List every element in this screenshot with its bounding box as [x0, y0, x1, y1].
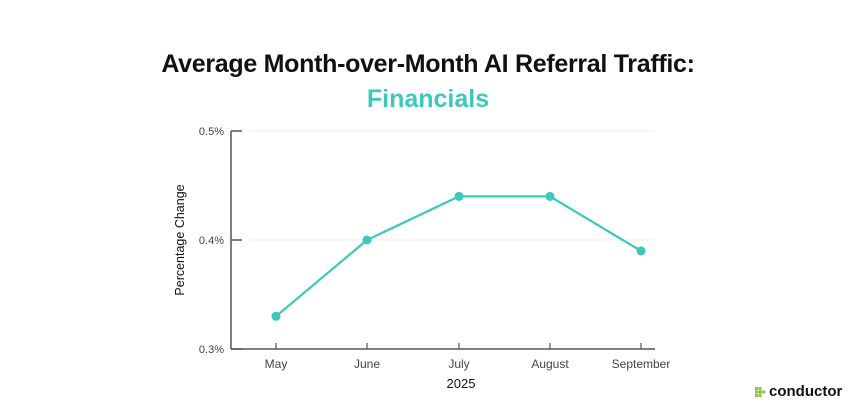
brand-name: conductor — [769, 383, 843, 400]
data-point — [454, 191, 464, 201]
x-tick-label: May — [265, 357, 288, 371]
series-line-financials — [275, 195, 642, 318]
data-point — [362, 235, 372, 245]
x-tick-label: September — [612, 357, 671, 371]
y-axis-label: Percentage Change — [173, 184, 187, 295]
y-tick-label: 0.3% — [199, 344, 224, 356]
data-point — [636, 246, 646, 256]
y-tick-label: 0.5% — [199, 126, 224, 138]
conductor-logo: conductor — [755, 383, 842, 400]
x-tick-label: July — [448, 357, 469, 371]
data-point — [271, 311, 281, 321]
data-point — [545, 191, 555, 201]
chart-subtitle: Financials — [366, 85, 490, 113]
x-tick-label: June — [354, 357, 380, 371]
x-tick-label: August — [531, 357, 569, 371]
y-tick-label: 0.4% — [199, 235, 224, 247]
conductor-grid-icon — [755, 386, 765, 397]
x-axis-label: 2025 — [447, 376, 476, 391]
chart-title: Average Month-over-Month AI Referral Tra… — [161, 50, 695, 78]
